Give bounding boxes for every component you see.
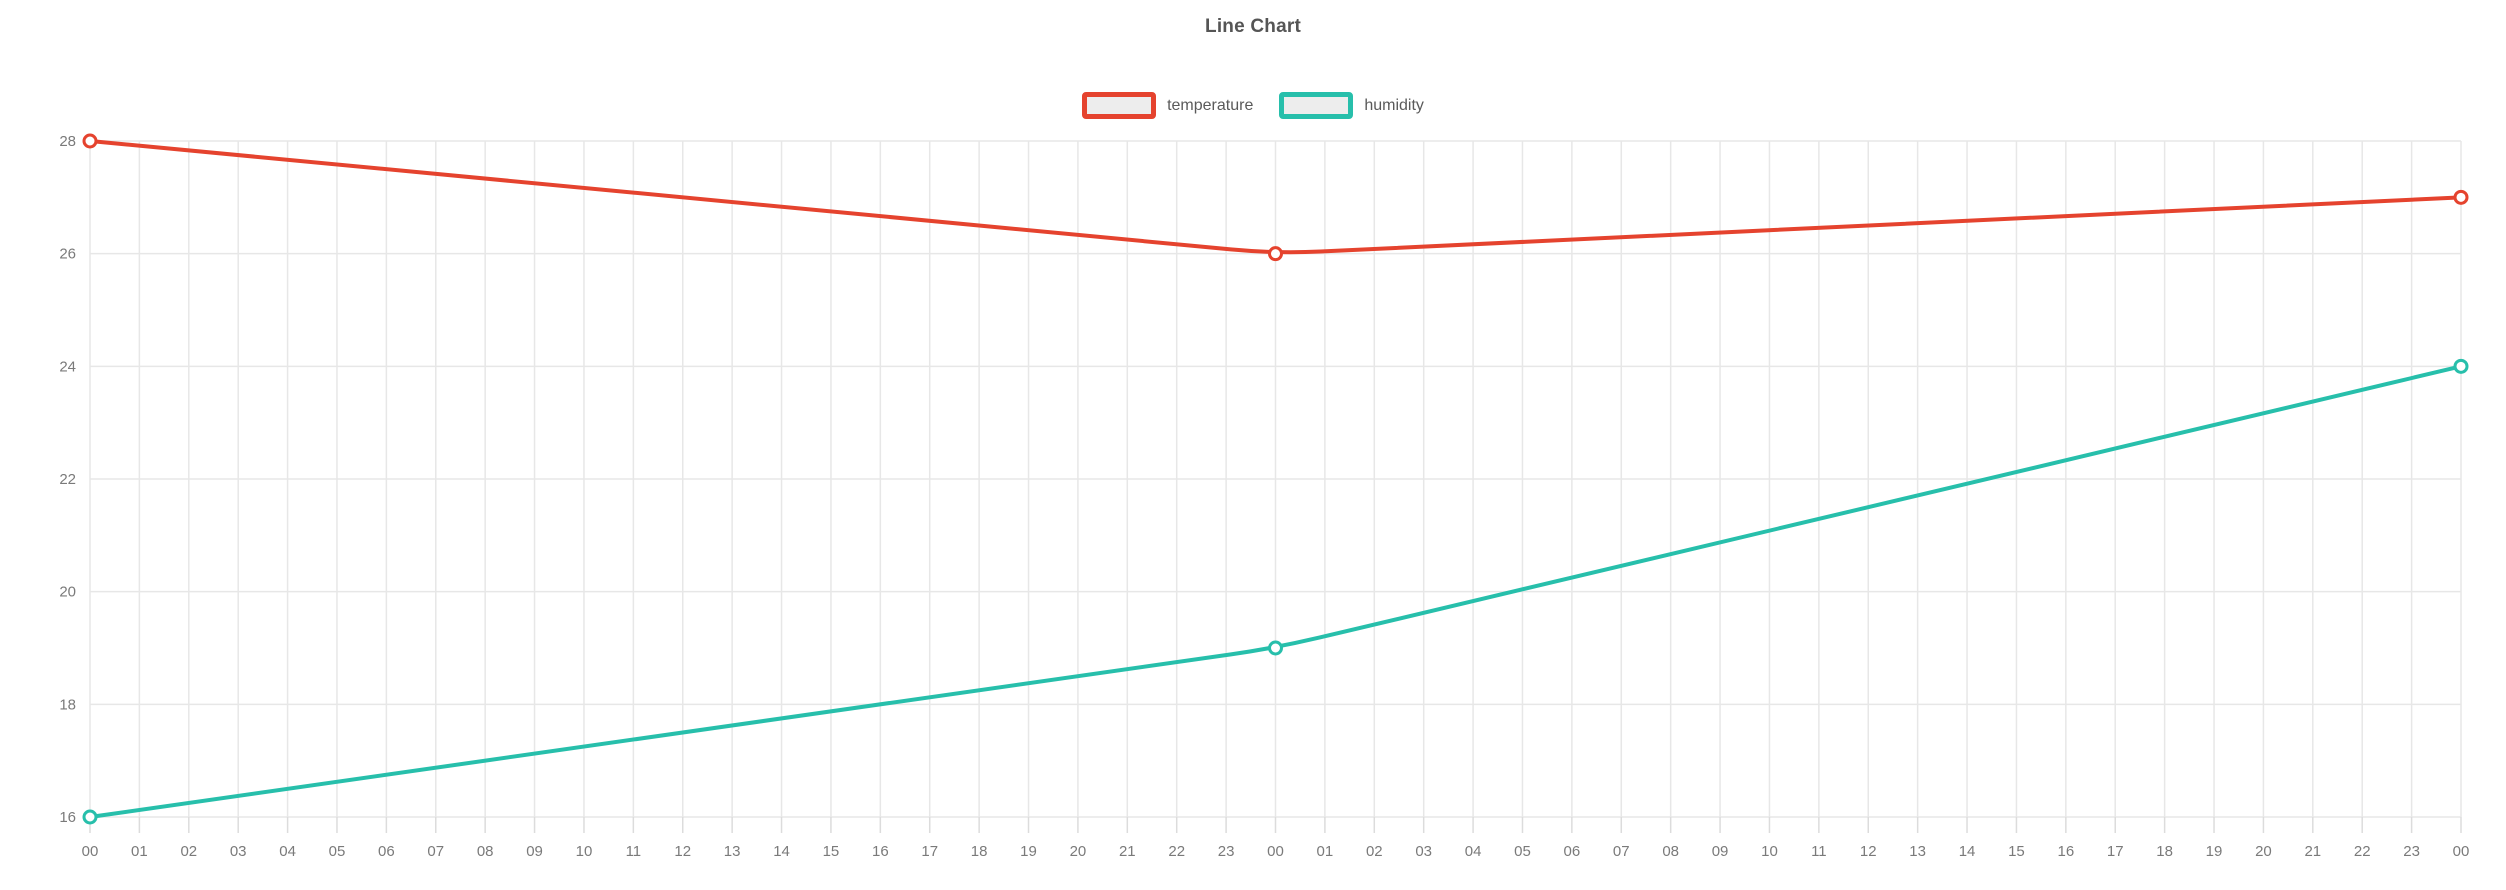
chart-legend: temperature humidity — [0, 92, 2506, 119]
x-axis-tick-label: 06 — [1564, 843, 1581, 860]
x-axis-tick-label: 08 — [477, 843, 494, 860]
humidity-legend-swatch — [1279, 92, 1354, 119]
x-axis-tick-label: 10 — [576, 843, 593, 860]
y-axis-tick-label: 26 — [59, 246, 76, 263]
x-axis-tick-label: 12 — [674, 843, 691, 860]
x-axis-tick-label: 17 — [2107, 843, 2124, 860]
x-axis-tick-label: 15 — [2008, 843, 2025, 860]
x-axis-tick-label: 22 — [1168, 843, 1185, 860]
x-axis-tick-label: 02 — [180, 843, 197, 860]
x-axis-tick-label: 21 — [1119, 843, 1136, 860]
y-axis-tick-label: 16 — [59, 809, 76, 826]
x-axis-tick-label: 00 — [1267, 843, 1284, 860]
x-axis-tick-label: 15 — [823, 843, 840, 860]
x-axis-tick-label: 08 — [1662, 843, 1679, 860]
x-axis-tick-label: 05 — [329, 843, 346, 860]
x-axis-tick-label: 03 — [1415, 843, 1432, 860]
humidity-data-point[interactable] — [82, 809, 98, 825]
x-axis-tick-label: 11 — [1811, 843, 1827, 860]
x-axis-tick-label: 18 — [2156, 843, 2173, 860]
temperature-legend-label: temperature — [1167, 96, 1254, 114]
x-axis-tick-label: 09 — [1712, 843, 1729, 860]
x-axis-tick-label: 23 — [1218, 843, 1235, 860]
x-axis-tick-label: 14 — [1959, 843, 1976, 860]
x-axis-tick-label: 02 — [1366, 843, 1383, 860]
x-axis-tick-label: 13 — [724, 843, 741, 860]
temperature-data-point[interactable] — [1268, 246, 1283, 262]
x-axis-tick-label: 00 — [2453, 843, 2470, 860]
x-axis-tick-label: 13 — [1909, 843, 1926, 860]
x-axis-tick-label: 07 — [1613, 843, 1630, 860]
x-axis-tick-label: 18 — [971, 843, 988, 860]
x-axis-tick-label: 21 — [2304, 843, 2321, 860]
humidity-data-point[interactable] — [2453, 358, 2469, 374]
x-axis-tick-label: 16 — [2057, 843, 2074, 860]
legend-item-humidity[interactable]: humidity — [1279, 92, 1424, 119]
x-axis-tick-label: 04 — [279, 843, 296, 860]
x-axis-tick-label: 23 — [2403, 843, 2420, 860]
temperature-data-point[interactable] — [2453, 189, 2469, 205]
y-axis-tick-label: 18 — [59, 696, 76, 713]
x-axis-tick-label: 19 — [2206, 843, 2223, 860]
x-axis-tick-label: 05 — [1514, 843, 1531, 860]
x-axis-tick-label: 20 — [2255, 843, 2272, 860]
x-axis-tick-label: 14 — [773, 843, 790, 860]
x-axis-tick-label: 01 — [1317, 843, 1334, 860]
y-axis-tick-label: 28 — [59, 133, 76, 150]
x-axis-tick-label: 10 — [1761, 843, 1778, 860]
x-axis-tick-label: 06 — [378, 843, 395, 860]
x-axis-tick-label: 11 — [626, 843, 642, 860]
y-axis-tick-label: 20 — [59, 584, 76, 601]
x-axis-tick-label: 16 — [872, 843, 889, 860]
x-axis-tick-label: 07 — [427, 843, 444, 860]
temperature-data-point[interactable] — [82, 133, 98, 149]
x-axis-tick-label: 01 — [131, 843, 148, 860]
y-axis-tick-label: 22 — [59, 471, 76, 488]
humidity-legend-label: humidity — [1364, 96, 1424, 114]
x-axis-tick-label: 19 — [1020, 843, 1037, 860]
y-axis-tick-label: 24 — [59, 358, 76, 375]
x-axis-tick-label: 00 — [82, 843, 99, 860]
x-axis-tick-label: 09 — [526, 843, 543, 860]
x-axis-tick-label: 22 — [2354, 843, 2371, 860]
x-axis-tick-label: 20 — [1070, 843, 1087, 860]
chart-title: Line Chart — [1205, 16, 1301, 37]
x-axis-tick-label: 12 — [1860, 843, 1877, 860]
x-axis-tick-label: 17 — [921, 843, 938, 860]
x-axis-tick-label: 03 — [230, 843, 247, 860]
legend-item-temperature[interactable]: temperature — [1082, 92, 1253, 119]
humidity-data-point[interactable] — [1268, 640, 1283, 656]
temperature-legend-swatch — [1082, 92, 1157, 119]
x-axis-tick-label: 04 — [1465, 843, 1482, 860]
